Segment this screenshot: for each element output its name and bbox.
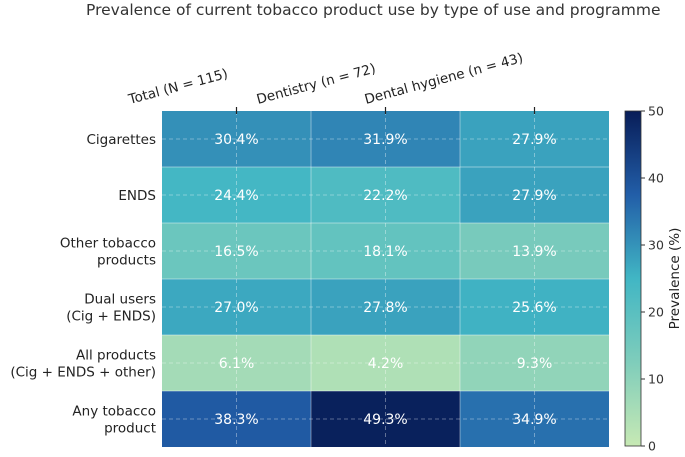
cell-value-label: 6.1% — [219, 356, 255, 372]
colorbar-tick-label: 20 — [648, 305, 664, 320]
heatmap-cell — [311, 279, 460, 335]
cell-value-label: 16.5% — [214, 244, 258, 260]
heatmap-cell — [460, 279, 609, 335]
colorbar-label: Prevalence (%) — [667, 228, 683, 330]
heatmap-cell — [162, 391, 311, 447]
cell-value-label: 27.0% — [214, 300, 258, 316]
colorbar-tick-label: 50 — [648, 104, 664, 119]
cell-value-label: 31.9% — [363, 132, 407, 148]
cell-value-label: 4.2% — [368, 356, 404, 372]
heatmap-cell — [460, 391, 609, 447]
heatmap-cell — [311, 111, 460, 167]
cell-value-label: 38.3% — [214, 412, 258, 428]
row-label: Other tobacco — [60, 236, 156, 252]
heatmap-cell — [460, 167, 609, 223]
colorbar-tick-label: 0 — [648, 439, 656, 454]
cell-value-label: 34.9% — [512, 412, 556, 428]
cell-value-label: 24.4% — [214, 188, 258, 204]
cell-value-label: 49.3% — [363, 412, 407, 428]
heatmap-cell — [311, 335, 460, 391]
row-label: product — [104, 421, 156, 437]
column-label: Dental hygiene (n = 43) — [363, 50, 525, 108]
colorbar: 0 10 20 30 40 50 Prevalence (%) — [624, 104, 683, 454]
row-label: Any tobacco — [72, 404, 156, 420]
column-label: Dentistry (n = 72) — [255, 61, 378, 108]
heatmap-cell — [162, 279, 311, 335]
column-labels: Total (N = 115) Dentistry (n = 72)Dental … — [126, 50, 525, 108]
heatmap-cell — [311, 391, 460, 447]
heatmap-cell — [460, 223, 609, 279]
heatmap-cell — [460, 111, 609, 167]
heatmap-cell — [460, 335, 609, 391]
row-label: (Cig + ENDS) — [66, 309, 156, 325]
row-label: products — [97, 253, 156, 269]
grid-lines — [162, 107, 609, 447]
heatmap-cell — [311, 167, 460, 223]
cell-value-label: 27.9% — [512, 132, 556, 148]
cell-value-label: 18.1% — [363, 244, 407, 260]
colorbar-gradient — [624, 110, 642, 447]
heatmap-cell — [162, 223, 311, 279]
row-label: (Cig + ENDS + other) — [10, 365, 156, 381]
cell-value-label: 27.9% — [512, 188, 556, 204]
heatmap-cells: 30.4% 31.9% 27.9% 24.4% 22.2% 27.9% 16.5% 18.1%… — [162, 111, 609, 447]
heatmap-cell — [162, 111, 311, 167]
cell-value-label: 30.4% — [214, 132, 258, 148]
heatmap-cell — [162, 167, 311, 223]
row-label: ENDS — [118, 188, 156, 204]
cell-value-label: 25.6% — [512, 300, 556, 316]
heatmap-cell — [162, 335, 311, 391]
cell-value-label: 27.8% — [363, 300, 407, 316]
row-label: Cigarettes — [86, 132, 156, 148]
colorbar-tick-label: 10 — [648, 372, 664, 387]
row-label: All products — [76, 348, 156, 364]
cell-value-label: 22.2% — [363, 188, 407, 204]
column-label: Total (N = 115) — [126, 66, 230, 108]
chart-title: Prevalence of current tobacco product us… — [86, 1, 661, 19]
colorbar-tick-label: 30 — [648, 238, 664, 253]
heatmap-cell — [311, 223, 460, 279]
colorbar-tick-label: 40 — [648, 171, 664, 186]
row-label: Dual users — [84, 292, 156, 308]
cell-value-label: 9.3% — [517, 356, 553, 372]
cell-value-label: 13.9% — [512, 244, 556, 260]
